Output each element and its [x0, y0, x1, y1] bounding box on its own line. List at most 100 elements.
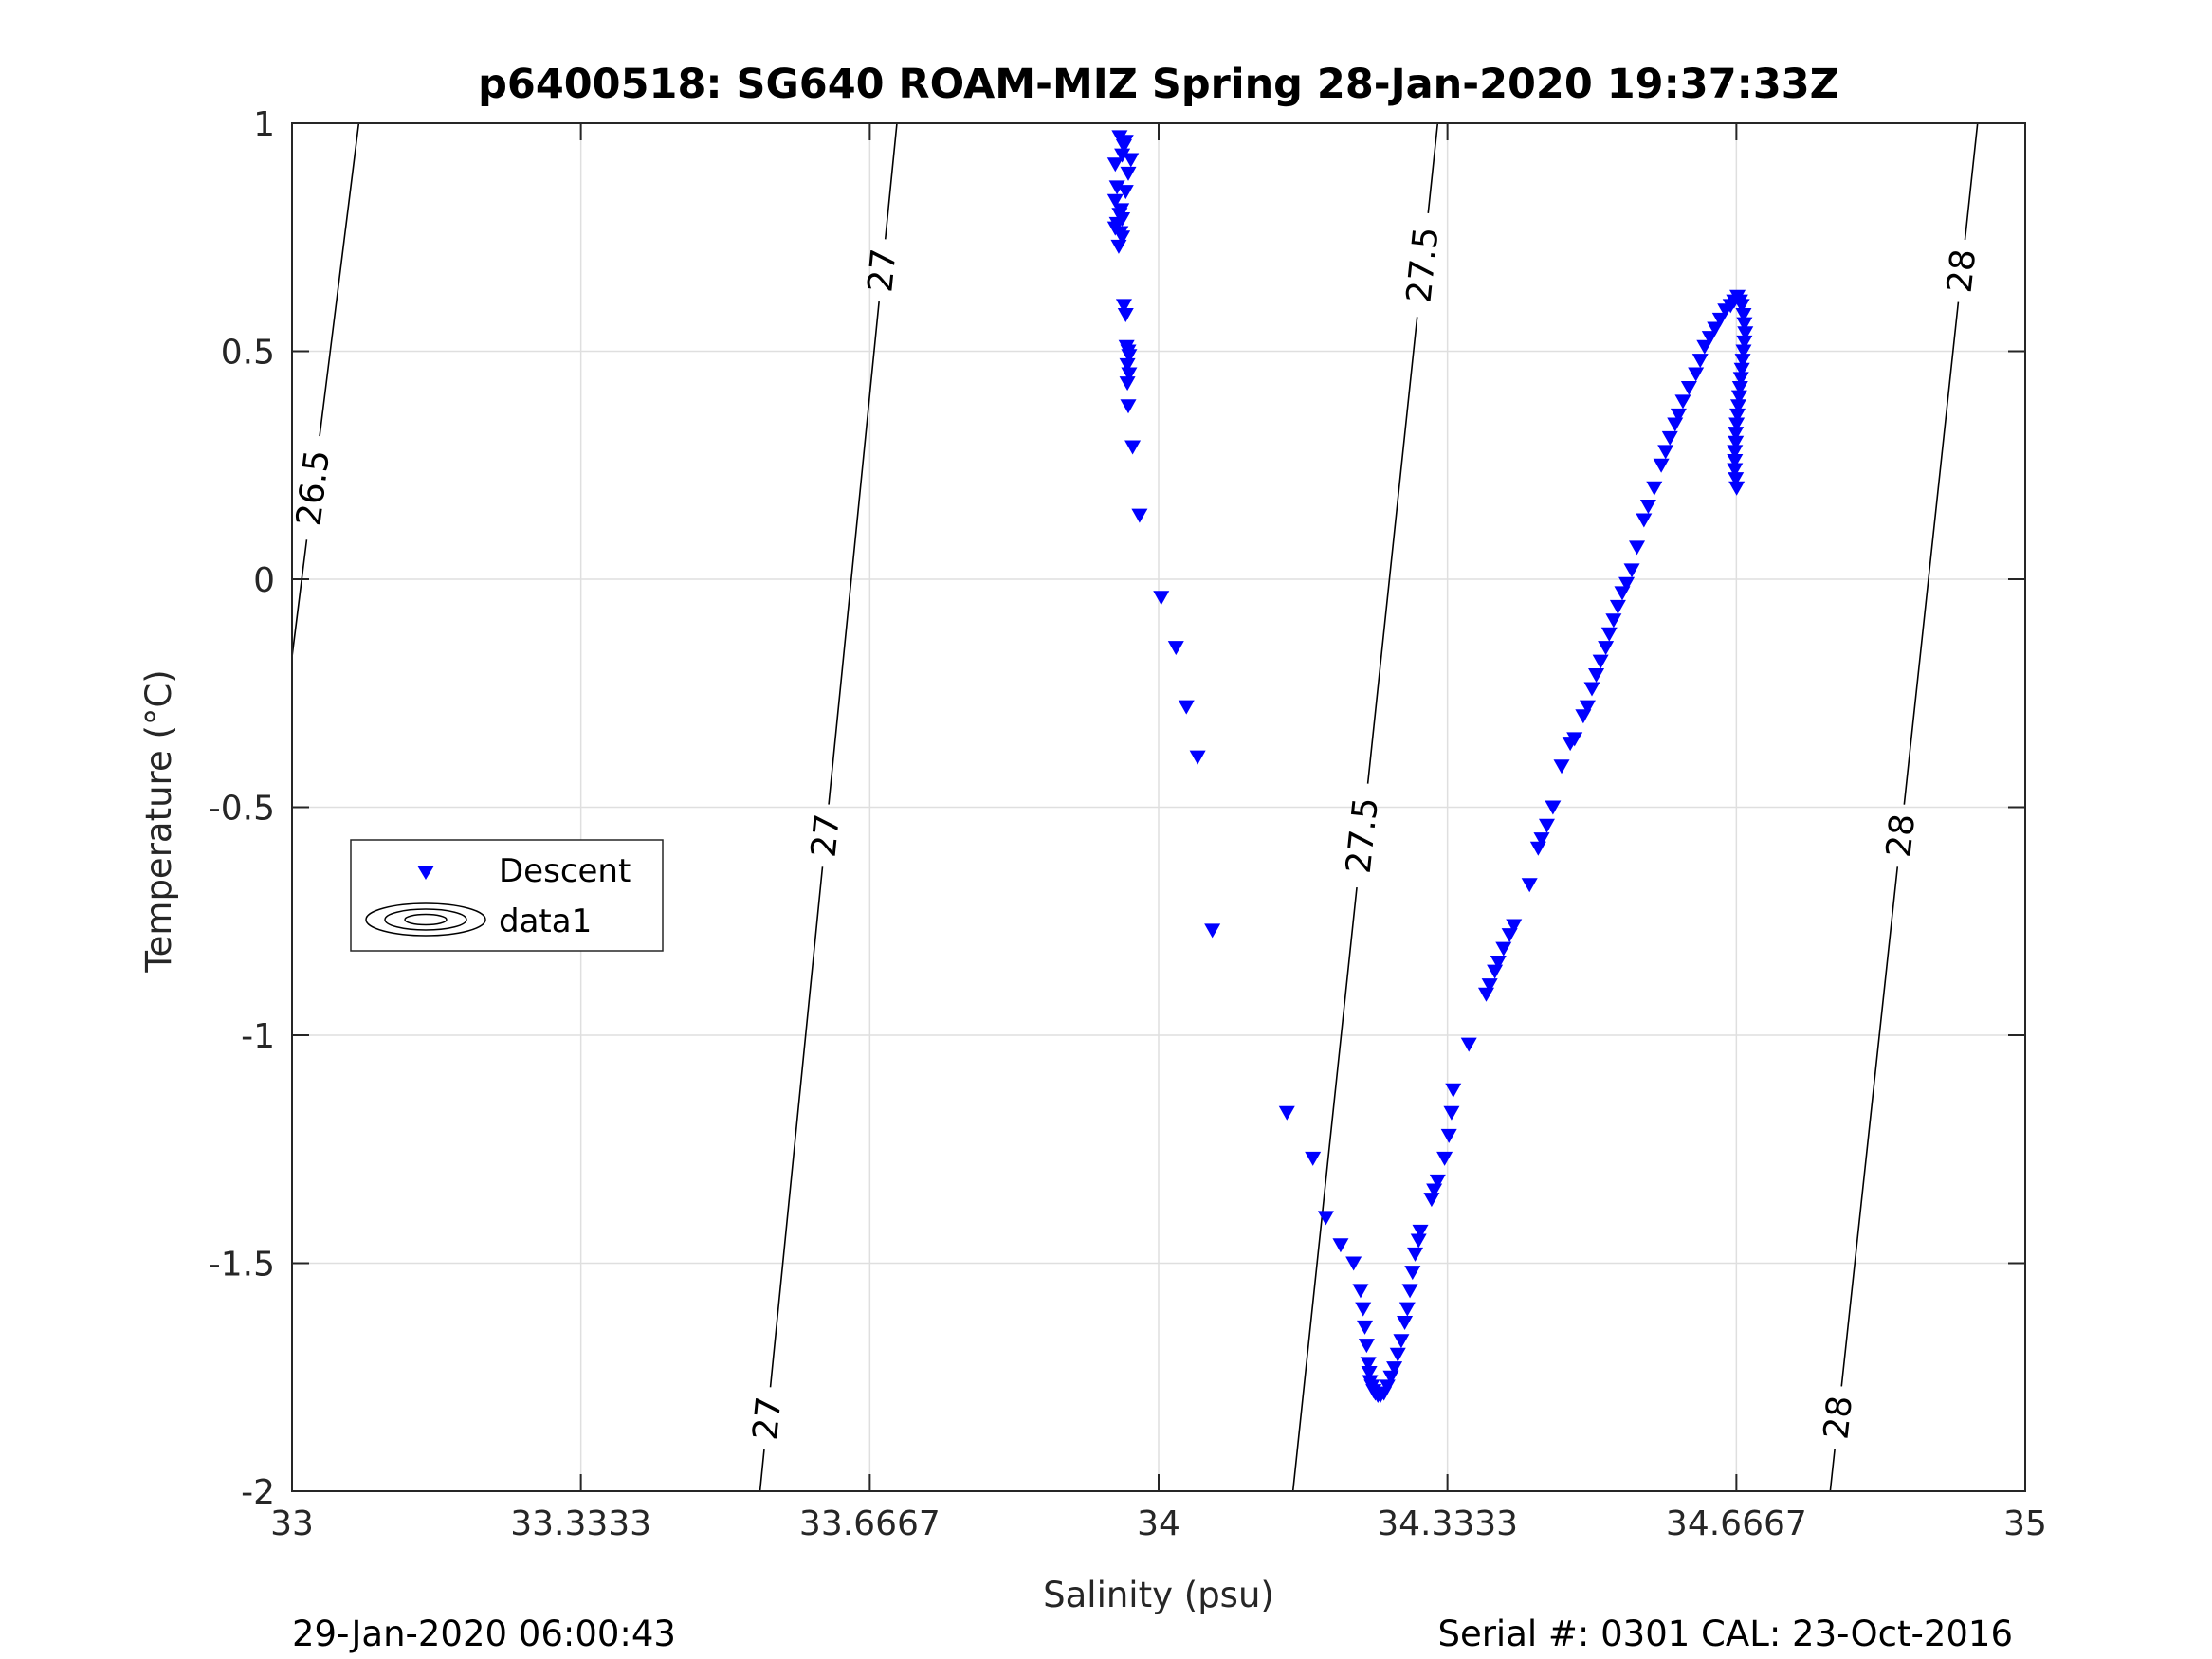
descent-point — [1728, 427, 1745, 442]
isopycnal-line-27.5 — [1366, 317, 1418, 784]
isopycnal-label: 27 — [746, 1395, 789, 1442]
descent-point — [1153, 591, 1170, 606]
descent-point — [1119, 357, 1136, 373]
x-tick-label: 34 — [1137, 1504, 1180, 1543]
descent-point — [1696, 339, 1713, 355]
descent-point — [1106, 157, 1124, 173]
descent-point — [1733, 362, 1750, 377]
descent-point — [1711, 312, 1728, 327]
descent-point — [1731, 380, 1748, 395]
descent-point — [1727, 453, 1744, 468]
isopycnal-line-27 — [759, 1449, 765, 1492]
isopycnal-label: 28 — [1879, 812, 1923, 860]
descent-point — [1728, 481, 1746, 496]
descent-point — [1639, 500, 1656, 515]
legend-descent-label: Descent — [499, 852, 631, 890]
isopycnal-line-27.5 — [1291, 886, 1358, 1492]
descent-point — [1121, 367, 1138, 382]
isopycnal-line-26.5 — [291, 539, 308, 657]
descent-point — [1490, 956, 1507, 971]
descent-point — [1178, 700, 1195, 715]
descent-point — [1736, 317, 1753, 332]
descent-point — [1398, 1302, 1416, 1317]
descent-point — [1481, 978, 1498, 994]
isopycnal-line-28 — [1829, 1448, 1836, 1492]
descent-point — [1401, 1284, 1418, 1299]
descent-point — [1317, 1211, 1334, 1226]
isopycnal-contours: 26.5 27 27 27 27.5 27.5 28 28 28 — [289, 122, 1983, 1492]
isopycnal-label: 28 — [1817, 1394, 1860, 1441]
descent-point — [1533, 832, 1550, 848]
descent-markers — [1106, 130, 1754, 1403]
descent-point — [1355, 1302, 1372, 1317]
descent-point — [1729, 408, 1746, 423]
descent-point — [1189, 750, 1206, 765]
isopycnal-line-28 — [1903, 301, 1960, 805]
descent-point — [1629, 540, 1646, 556]
descent-point — [1538, 818, 1555, 833]
descent-point — [1674, 394, 1691, 410]
descent-point — [1386, 1361, 1403, 1376]
x-axis-label: Salinity (psu) — [1043, 1575, 1274, 1615]
descent-point — [1397, 1316, 1414, 1331]
descent-point — [1412, 1224, 1429, 1239]
x-tick-label: 34.6667 — [1666, 1504, 1807, 1543]
descent-point — [1707, 321, 1724, 337]
y-tick-label: 1 — [253, 105, 275, 144]
descent-point — [1657, 445, 1674, 460]
descent-point — [1609, 599, 1626, 614]
descent-point — [1352, 1284, 1369, 1299]
y-tick-label: -0.5 — [209, 790, 275, 829]
descent-point — [1110, 239, 1127, 254]
descent-point — [1360, 1357, 1377, 1372]
isopycnal-line-27 — [769, 866, 824, 1388]
isopycnal-line-26.5 — [319, 122, 360, 437]
descent-point — [1393, 1334, 1410, 1349]
descent-point — [1345, 1256, 1362, 1271]
legend-data1-label: data1 — [499, 902, 592, 940]
descent-point — [1733, 299, 1750, 314]
isopycnal-line-27 — [884, 122, 898, 240]
footer-serial-calibration: Serial #: 0301 CAL: 23-Oct-2016 — [1437, 1613, 2013, 1654]
legend-data1-contour-icon — [365, 902, 486, 937]
descent-point — [1583, 682, 1600, 697]
descent-point — [1123, 153, 1140, 168]
descent-point — [1670, 408, 1687, 423]
isopycnal-line-28 — [1964, 122, 1979, 241]
descent-point — [1404, 1266, 1421, 1281]
isopycnal-line-27 — [828, 301, 880, 805]
descent-point — [1278, 1105, 1295, 1121]
descent-point — [1618, 576, 1636, 592]
isopycnal-line-27.5 — [1427, 122, 1439, 213]
descent-point — [1131, 508, 1148, 523]
descent-point — [1688, 367, 1705, 382]
axis-ticks: 33 33.3333 33.6667 34 34.3333 34.6667 35 -2 -1.5… — [209, 105, 2047, 1543]
descent-point — [1736, 335, 1753, 350]
isopycnal-label: 27.5 — [1399, 226, 1446, 305]
descent-point — [1680, 380, 1697, 395]
descent-point — [1598, 641, 1615, 656]
descent-point — [1120, 166, 1137, 181]
descent-point — [1361, 1365, 1378, 1380]
descent-point — [1204, 923, 1221, 939]
descent-point — [1117, 308, 1134, 323]
legend-box — [350, 839, 664, 952]
descent-point — [1734, 354, 1751, 369]
descent-point — [1737, 326, 1754, 341]
descent-point — [1429, 1174, 1446, 1189]
descent-point — [1727, 463, 1744, 478]
y-tick-label: -2 — [241, 1473, 275, 1512]
descent-point — [1521, 878, 1538, 893]
descent-point — [1106, 193, 1124, 209]
descent-point — [1623, 563, 1640, 578]
legend: Descent data1 — [350, 839, 664, 952]
descent-point — [1119, 376, 1136, 392]
descent-point — [1728, 435, 1745, 450]
descent-point — [1728, 417, 1746, 432]
descent-point — [1566, 732, 1583, 747]
descent-point — [1167, 641, 1184, 656]
y-tick-label: -1 — [241, 1017, 275, 1056]
descent-point — [1727, 445, 1744, 460]
descent-point — [1124, 440, 1142, 455]
isopycnal-label: 27.5 — [1340, 795, 1386, 875]
